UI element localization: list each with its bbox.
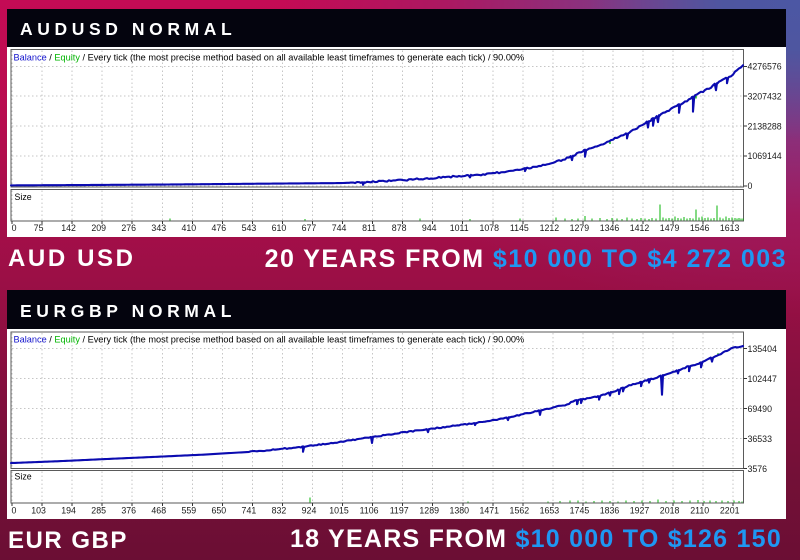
svg-text:410: 410 — [181, 222, 196, 232]
svg-text:677: 677 — [302, 222, 317, 232]
svg-text:276: 276 — [121, 222, 136, 232]
svg-text:1479: 1479 — [660, 222, 680, 232]
svg-text:1145: 1145 — [510, 222, 529, 232]
svg-text:0: 0 — [747, 181, 752, 191]
svg-text:0: 0 — [12, 222, 17, 232]
svg-text:543: 543 — [242, 222, 257, 232]
svg-text:142: 142 — [61, 222, 76, 232]
svg-text:3207432: 3207432 — [747, 91, 781, 101]
svg-text:75: 75 — [34, 222, 44, 232]
svg-text:650: 650 — [212, 505, 227, 515]
svg-text:741: 741 — [242, 505, 257, 515]
svg-text:376: 376 — [121, 505, 136, 515]
svg-text:2018: 2018 — [660, 505, 680, 515]
svg-text:1078: 1078 — [480, 222, 500, 232]
svg-text:1346: 1346 — [600, 222, 620, 232]
svg-text:944: 944 — [422, 222, 437, 232]
svg-text:1011: 1011 — [450, 222, 469, 232]
svg-text:1412: 1412 — [630, 222, 650, 232]
svg-text:924: 924 — [302, 505, 317, 515]
svg-text:209: 209 — [91, 222, 106, 232]
svg-text:1015: 1015 — [329, 505, 349, 515]
svg-text:1279: 1279 — [570, 222, 590, 232]
svg-text:1927: 1927 — [630, 505, 650, 515]
svg-text:2138288: 2138288 — [747, 121, 781, 131]
svg-text:744: 744 — [332, 222, 347, 232]
svg-text:1745: 1745 — [570, 505, 590, 515]
svg-text:69490: 69490 — [748, 404, 773, 414]
svg-text:194: 194 — [61, 505, 76, 515]
svg-text:1069144: 1069144 — [747, 151, 781, 161]
svg-text:Balance / Equity / Every tick: Balance / Equity / Every tick (the most … — [14, 52, 525, 62]
svg-text:285: 285 — [91, 505, 106, 515]
svg-text:1197: 1197 — [390, 505, 409, 515]
svg-text:135404: 135404 — [748, 344, 777, 354]
svg-text:3576: 3576 — [748, 464, 768, 474]
svg-text:559: 559 — [181, 505, 196, 515]
svg-text:0: 0 — [12, 505, 17, 515]
svg-text:811: 811 — [362, 222, 376, 232]
svg-text:Size: Size — [15, 191, 32, 201]
svg-text:610: 610 — [272, 222, 287, 232]
svg-text:2201: 2201 — [720, 505, 740, 515]
svg-text:1380: 1380 — [449, 505, 469, 515]
svg-text:Size: Size — [15, 471, 32, 481]
svg-text:468: 468 — [151, 505, 166, 515]
svg-text:Balance / Equity / Every tick: Balance / Equity / Every tick (the most … — [14, 334, 525, 344]
svg-text:832: 832 — [272, 505, 287, 515]
svg-text:36533: 36533 — [748, 434, 773, 444]
svg-text:103: 103 — [31, 505, 46, 515]
svg-text:878: 878 — [392, 222, 407, 232]
svg-text:1546: 1546 — [690, 222, 710, 232]
svg-text:1653: 1653 — [540, 505, 560, 515]
svg-text:1562: 1562 — [510, 505, 530, 515]
svg-text:102447: 102447 — [748, 374, 777, 384]
svg-text:476: 476 — [212, 222, 227, 232]
svg-text:1289: 1289 — [419, 505, 439, 515]
svg-text:1836: 1836 — [600, 505, 620, 515]
svg-text:1106: 1106 — [360, 505, 379, 515]
svg-text:1212: 1212 — [540, 222, 560, 232]
svg-text:343: 343 — [151, 222, 166, 232]
svg-text:1613: 1613 — [720, 222, 740, 232]
svg-text:4276576: 4276576 — [747, 61, 781, 71]
svg-text:2110: 2110 — [690, 505, 709, 515]
svg-text:1471: 1471 — [480, 505, 500, 515]
